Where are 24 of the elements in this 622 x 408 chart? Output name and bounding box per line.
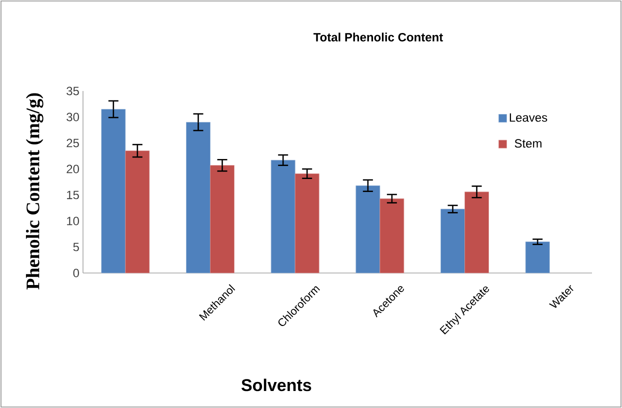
y-tick-label: 35 bbox=[66, 86, 79, 96]
y-tick-label: 10 bbox=[67, 216, 79, 226]
bar bbox=[356, 185, 380, 274]
y-tick-label: 0 bbox=[73, 268, 80, 278]
bar bbox=[101, 109, 126, 274]
bar bbox=[270, 160, 296, 274]
bar bbox=[380, 198, 404, 274]
legend-label: Leaves bbox=[510, 113, 548, 122]
y-axis-title: Phenolic Content (mg/g) bbox=[26, 93, 44, 290]
bar bbox=[125, 150, 150, 274]
bar bbox=[210, 165, 234, 274]
bar bbox=[464, 192, 489, 274]
bar bbox=[186, 122, 210, 274]
bar bbox=[294, 173, 320, 274]
y-tick-label: 5 bbox=[73, 242, 79, 252]
legend-label: Stem bbox=[514, 139, 542, 148]
y-tick-label: 30 bbox=[66, 112, 79, 122]
chart-title: Total Phenolic Content bbox=[313, 32, 443, 42]
y-tick-label: 15 bbox=[67, 190, 79, 200]
x-axis-title: Solvents bbox=[241, 378, 312, 392]
y-tick-label: 20 bbox=[66, 164, 79, 174]
bar bbox=[440, 208, 465, 274]
bar bbox=[525, 242, 550, 274]
y-tick-label: 25 bbox=[66, 138, 79, 148]
